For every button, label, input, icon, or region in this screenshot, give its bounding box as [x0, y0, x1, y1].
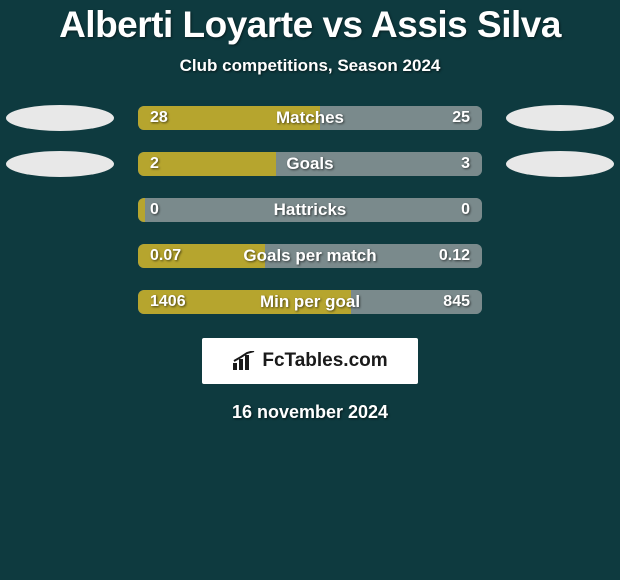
- player-left-avatar: [6, 151, 114, 177]
- stat-value-left: 2: [150, 155, 159, 173]
- snapshot-date: 16 november 2024: [232, 402, 388, 423]
- stat-row: 0 0 Hattricks: [0, 198, 620, 222]
- stat-value-left: 0: [150, 201, 159, 219]
- stat-bar-left: [138, 198, 145, 222]
- stat-label: Matches: [276, 108, 344, 128]
- stat-row: 0.07 0.12 Goals per match: [0, 244, 620, 268]
- stat-label: Hattricks: [274, 200, 347, 220]
- stat-value-right: 3: [461, 155, 470, 173]
- page-subtitle: Club competitions, Season 2024: [180, 56, 441, 76]
- stat-bar: 1406 845 Min per goal: [138, 290, 482, 314]
- player-left-avatar: [6, 105, 114, 131]
- stat-value-right: 0.12: [439, 247, 470, 265]
- source-logo-text: FcTables.com: [262, 350, 387, 372]
- stat-label: Goals per match: [243, 246, 376, 266]
- stat-row: 1406 845 Min per goal: [0, 290, 620, 314]
- stat-value-right: 845: [443, 293, 470, 311]
- source-logo: FcTables.com: [202, 338, 418, 384]
- stat-value-right: 0: [461, 201, 470, 219]
- stat-row: 28 25 Matches: [0, 106, 620, 130]
- chart-icon: [232, 351, 256, 371]
- stat-row: 2 3 Goals: [0, 152, 620, 176]
- stat-value-right: 25: [452, 109, 470, 127]
- stat-rows: 28 25 Matches 2 3 Goals 0 0 Hattricks 0.07 0.12 Goa…: [0, 106, 620, 314]
- stat-value-left: 0.07: [150, 247, 181, 265]
- stat-label: Goals: [286, 154, 333, 174]
- stat-value-left: 1406: [150, 293, 186, 311]
- player-right-avatar: [506, 151, 614, 177]
- player-right-avatar: [506, 105, 614, 131]
- stat-bar: 2 3 Goals: [138, 152, 482, 176]
- comparison-infographic: Alberti Loyarte vs Assis Silva Club comp…: [0, 0, 620, 580]
- page-title: Alberti Loyarte vs Assis Silva: [59, 4, 561, 46]
- stat-bar: 0 0 Hattricks: [138, 198, 482, 222]
- stat-bar: 0.07 0.12 Goals per match: [138, 244, 482, 268]
- stat-bar: 28 25 Matches: [138, 106, 482, 130]
- stat-value-left: 28: [150, 109, 168, 127]
- stat-label: Min per goal: [260, 292, 360, 312]
